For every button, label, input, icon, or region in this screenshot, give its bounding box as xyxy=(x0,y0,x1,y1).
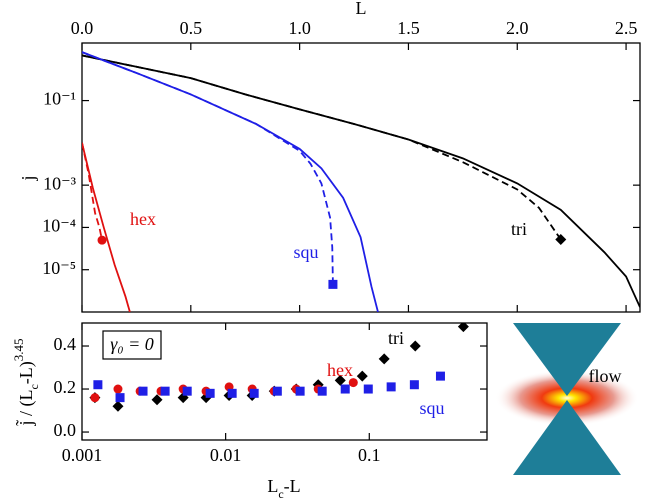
bottom-x-label: Lc-L xyxy=(267,476,300,500)
marker xyxy=(328,279,338,289)
marker xyxy=(97,235,107,245)
y-tick-label: 0.2 xyxy=(54,377,77,397)
marker xyxy=(555,233,567,245)
curve xyxy=(82,54,640,308)
x-tick-label: 0.1 xyxy=(358,445,381,465)
marker xyxy=(160,386,170,396)
marker xyxy=(272,386,282,396)
y-tick-label: 10⁻⁴ xyxy=(42,216,76,236)
curve xyxy=(82,142,103,241)
series-label: squ xyxy=(293,242,318,262)
marker xyxy=(348,378,358,388)
y-label-part: j̃ / (L xyxy=(14,390,37,427)
curve xyxy=(82,51,379,312)
marker xyxy=(457,323,469,333)
marker xyxy=(112,400,124,412)
marker xyxy=(363,384,373,394)
marker xyxy=(295,386,305,396)
marker xyxy=(386,382,396,392)
series-label: tri xyxy=(388,328,404,348)
x-label-part: L xyxy=(267,476,278,496)
y-tick-label: 10⁻³ xyxy=(43,173,77,193)
x-tick-label: 2.0 xyxy=(506,18,529,38)
y-tick-label: 10⁻¹ xyxy=(43,89,76,109)
y-tick-label: 0.4 xyxy=(54,334,77,354)
x-label-part: -L xyxy=(284,476,301,496)
marker xyxy=(249,388,259,398)
marker xyxy=(334,374,346,386)
marker xyxy=(90,393,100,403)
annotation: γ₀ = 0 xyxy=(110,334,154,354)
plot-area xyxy=(82,51,640,312)
x-tick-label: 0.001 xyxy=(62,445,103,465)
y-label-sub: c xyxy=(27,384,41,389)
y-label-part: -L) xyxy=(16,361,37,384)
marker xyxy=(151,394,163,406)
marker xyxy=(356,370,368,382)
lower-cone xyxy=(513,400,621,475)
marker xyxy=(409,380,419,390)
series-label: hex xyxy=(130,209,156,229)
top-y-label: j xyxy=(18,175,38,181)
marker xyxy=(340,384,350,394)
x-tick-label: 2.5 xyxy=(615,18,638,38)
y-label-sup: 3.45 xyxy=(11,338,26,361)
x-tick-label: 0.5 xyxy=(180,18,203,38)
bottom-frame xyxy=(81,322,488,441)
series-label: tri xyxy=(511,219,527,239)
marker xyxy=(115,393,125,403)
upper-cone xyxy=(513,323,621,396)
inset: flow xyxy=(495,323,639,475)
x-label-sub: c xyxy=(278,487,283,500)
marker xyxy=(409,340,421,352)
x-tick-label: 0.01 xyxy=(210,445,242,465)
x-tick-label: 0.0 xyxy=(71,18,94,38)
marker xyxy=(317,386,327,396)
curve xyxy=(82,51,334,285)
marker xyxy=(435,371,445,381)
x-tick-label: 1.0 xyxy=(288,18,311,38)
marker xyxy=(93,380,103,390)
flow-glow xyxy=(495,370,639,426)
x-tick-label: 1.5 xyxy=(397,18,420,38)
plot-area xyxy=(89,323,469,412)
marker xyxy=(138,386,148,396)
marker xyxy=(378,353,390,365)
series-label: squ xyxy=(419,398,444,418)
marker xyxy=(113,384,123,394)
y-tick-label: 0.0 xyxy=(54,420,77,440)
series-label: hex xyxy=(327,360,353,380)
y-tick-label: 10⁻⁵ xyxy=(42,258,76,278)
top-frame xyxy=(81,42,641,313)
curve xyxy=(82,142,131,312)
marker xyxy=(182,386,192,396)
marker xyxy=(205,388,215,398)
inset-label: flow xyxy=(589,366,622,386)
curve xyxy=(82,54,562,240)
top-x-label: L xyxy=(356,0,367,18)
marker xyxy=(227,388,237,398)
bottom-y-label: j̃ / (Lc-L)3.45 xyxy=(11,338,40,426)
annotation-box xyxy=(102,330,162,360)
